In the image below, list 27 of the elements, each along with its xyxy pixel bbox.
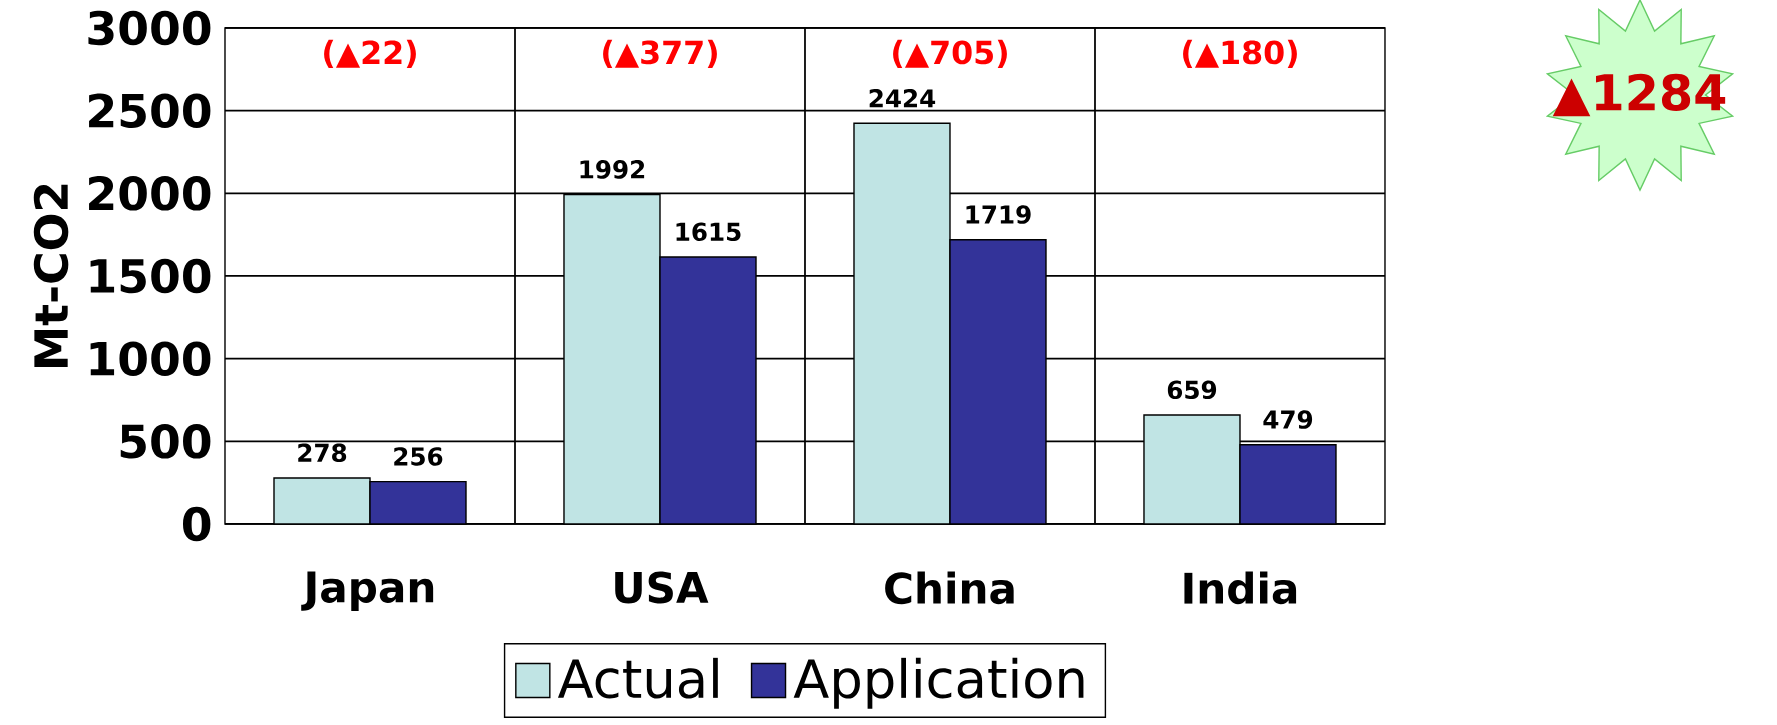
- data-label: 2424: [869, 89, 936, 108]
- data-label: 1719: [966, 205, 1031, 224]
- annotation: (▲377): [603, 39, 717, 69]
- y-tick-label: 1000: [90, 341, 211, 376]
- y-tick-label: 2500: [89, 93, 211, 128]
- x-tick-label: India: [1184, 571, 1297, 605]
- data-label: 1992: [580, 160, 645, 179]
- x-tick-label: China: [885, 571, 1014, 605]
- data-label: 659: [1167, 380, 1217, 400]
- x-tick-label: USA: [615, 571, 709, 604]
- y-tick-label: 500: [120, 424, 211, 459]
- annotation: (▲705): [893, 39, 1007, 69]
- legend-label: Actual: [557, 657, 718, 699]
- y-tick-label: 3000: [88, 10, 211, 46]
- data-label: 278: [298, 443, 347, 463]
- y-tick-label: 0: [183, 506, 211, 542]
- annotation: (▲22): [324, 39, 416, 69]
- y-tick-label: 1500: [90, 258, 211, 294]
- y-axis-title: Mt-CO2: [33, 184, 69, 368]
- y-tick-label: 2000: [89, 176, 211, 211]
- annotation: (▲180): [1183, 39, 1297, 69]
- text: ▲1284: [1552, 73, 1726, 117]
- x-tick-label: Japan: [301, 571, 434, 612]
- data-label: 256: [394, 447, 443, 466]
- data-label: 1615: [676, 222, 741, 242]
- data-label: 479: [1263, 410, 1313, 429]
- legend-label: Application: [793, 657, 1084, 709]
